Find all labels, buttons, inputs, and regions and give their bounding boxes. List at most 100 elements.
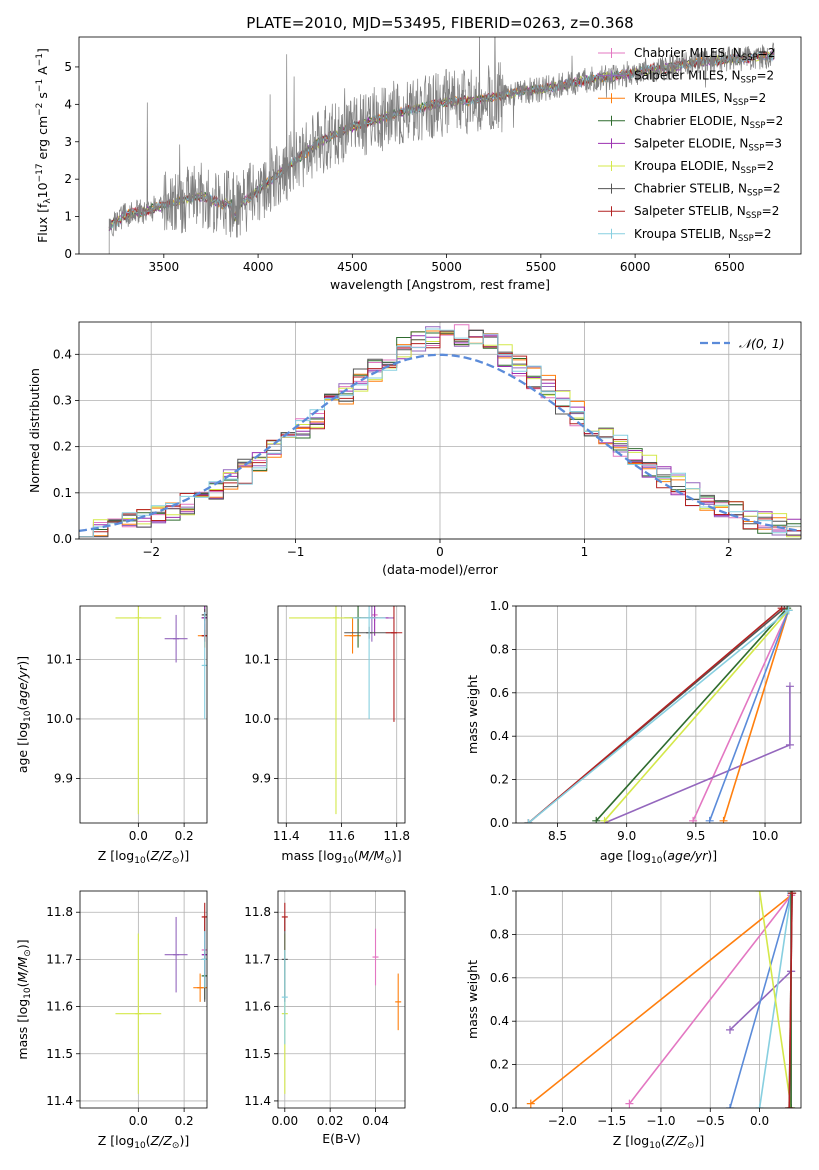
y-tick-label: 0 (64, 247, 72, 261)
legend-label-tail: =2 (754, 227, 772, 241)
legend-entry: Salpeter MILES, NSSP=2 (634, 69, 774, 86)
plus-marker (526, 1099, 535, 1108)
label-part: λ (43, 198, 53, 204)
label-part: ( (354, 848, 359, 863)
mass-weight-line (722, 610, 790, 822)
error-bar-point (115, 933, 162, 1094)
x-tick-label: 6000 (620, 260, 651, 274)
label-part: Z [log (98, 848, 134, 863)
label-part: Z [log (98, 1133, 134, 1148)
label-part: Z/Z (665, 1133, 688, 1148)
x-axis-label: E(B-V) (322, 1131, 361, 1146)
y-tick-label: 2 (64, 172, 72, 186)
x-tick-label: 8.5 (548, 829, 567, 843)
label-part: )] (15, 656, 30, 666)
mass-weight-line (729, 892, 792, 1108)
y-tick-label: 10.0 (46, 712, 73, 726)
x-tick-label: 9.0 (617, 829, 636, 843)
label-part: Z/Z (150, 848, 173, 863)
error-bar-point (385, 606, 403, 722)
mass-weight-vs-metallicity-panel: −2.0 −1.5 −1.0 −0.5 0.0 0.0 0.2 0.4 0.6 0.8 1.0 Z [… (465, 884, 802, 1151)
mass-vs-ebv-panel: 0.00 0.02 0.04 11.4 11.5 11.6 11.7 11.8 E(B-V) (244, 890, 406, 1146)
y-axis-label: mass [log10(M/M⊙)] (15, 939, 33, 1059)
label-part: age/yr (15, 665, 30, 706)
x-tick-label: 0.0 (129, 829, 148, 843)
error-bar-point (281, 902, 288, 932)
label-part: mass [log (15, 999, 30, 1060)
label-part: Z/Z (150, 1133, 173, 1148)
plus-marker (788, 891, 797, 898)
label-part: ( (146, 848, 151, 863)
label-part: ] (35, 48, 50, 53)
x-tick-label: 11.4 (273, 829, 300, 843)
axes-frame (277, 890, 406, 1109)
plus-marker (524, 819, 533, 823)
y-tick-label: 0.4 (490, 729, 509, 743)
y-tick-label: 11.6 (46, 1000, 73, 1014)
label-part: ⊙ (23, 949, 33, 957)
y-tick-label: 0.6 (490, 686, 509, 700)
age-vs-metallicity-panel: 0.0 0.29.910.010.1Z [log10(Z/Z⊙)]age [log… (15, 605, 208, 866)
legend-label-main: Kroupa ELODIE, N (634, 159, 741, 173)
label-part: erg cm (35, 116, 50, 164)
legend-label-main: Kroupa STELIB, N (634, 227, 738, 241)
x-tick-label: 0.2 (175, 1114, 194, 1128)
legend-entry: Salpeter STELIB, NSSP=2 (634, 204, 779, 221)
plus-marker (785, 682, 794, 691)
label-part: age/yr (667, 848, 708, 863)
plus-marker (725, 1025, 734, 1034)
label-part: ( (15, 706, 30, 711)
plus-marker (625, 1099, 634, 1108)
axes-frame (79, 890, 208, 1109)
legend-label-main: Salpeter MILES, N (634, 69, 741, 83)
x-tick-label: 6500 (714, 260, 745, 274)
y-axis-label: Flux [fλ10−17 erg cm−2 s−1 A−1] (35, 48, 53, 243)
y-tick-label: 0.4 (53, 347, 72, 361)
x-tick-label: 10.0 (752, 829, 779, 843)
x-tick-label: 3500 (149, 260, 180, 274)
y-tick-label: 11.4 (244, 1094, 271, 1108)
plot-area (79, 324, 801, 539)
label-part: 10 (35, 182, 50, 198)
legend-label-sub: SSP (750, 121, 766, 131)
label-part: )] (694, 1133, 704, 1148)
label-part: age [log (600, 848, 651, 863)
plot-area (281, 902, 402, 1094)
label-part: ( (15, 982, 30, 987)
label-part: −1 (35, 79, 45, 92)
mass-weight-line (530, 894, 792, 1105)
label-part: ⊙ (172, 856, 180, 866)
y-tick-label: 11.6 (244, 1000, 271, 1014)
legend-entry: Kroupa ELODIE, NSSP=2 (634, 159, 774, 176)
label-part: 10 (23, 710, 33, 722)
y-axis-label: mass weight (465, 675, 480, 754)
x-tick-label: −2 (142, 545, 160, 559)
legend-label-tail: =2 (749, 91, 767, 105)
plus-marker (689, 816, 698, 823)
axes-frame (277, 605, 406, 824)
y-tick-label: 11.7 (46, 952, 73, 966)
mass-weight-line (758, 891, 792, 1108)
plot-area (289, 606, 403, 815)
y-tick-label: 4 (64, 97, 72, 111)
x-tick-label: 0.0 (129, 1114, 148, 1128)
legend-label-sub: SSP (748, 143, 764, 153)
label-part: s (35, 92, 50, 103)
histogram-step (79, 328, 801, 539)
legend-entry: 𝒩(0, 1) (739, 336, 785, 351)
y-tick-label: 11.5 (46, 1047, 73, 1061)
label-part: Flux [f (35, 203, 50, 243)
label-part: )] (392, 848, 402, 863)
mass-weight-line (603, 609, 790, 822)
mass-vs-metallicity-panel: 0.0 0.211.411.511.611.711.8Z [log10(Z/Z⊙)… (15, 890, 208, 1151)
plus-marker (705, 816, 714, 823)
label-part: )] (179, 1133, 189, 1148)
plus-marker (755, 891, 764, 895)
y-tick-label: 0.8 (490, 642, 509, 656)
mass-weight-vs-age-panel: 8.5 9.0 9.5 10.0 0.0 0.2 0.4 0.6 0.8 1.0 age [log1… (465, 599, 802, 866)
y-tick-label: 3 (64, 135, 72, 149)
mass-weight-line (595, 607, 788, 822)
legend-label-sub: SSP (747, 189, 763, 199)
y-tick-label: 0.3 (53, 393, 72, 407)
mass-weight-line (604, 686, 791, 823)
